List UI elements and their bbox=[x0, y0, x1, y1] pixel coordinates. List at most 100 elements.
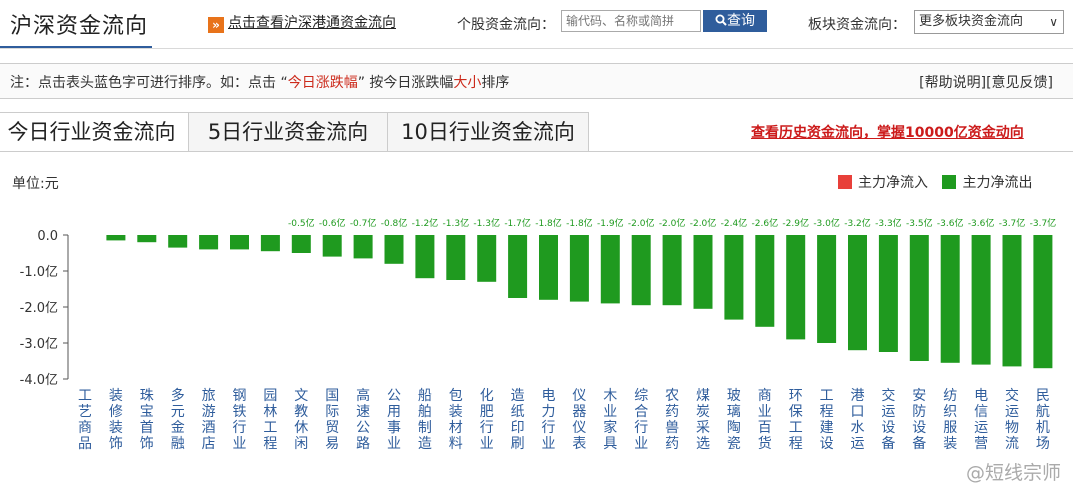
note-suffix: 排序 bbox=[481, 75, 510, 91]
bar bbox=[291, 235, 311, 253]
tab-10day[interactable]: 10日行业资金流向 bbox=[387, 112, 589, 152]
tabs-divider bbox=[0, 151, 1073, 152]
category-char: 木 bbox=[603, 388, 617, 404]
category-char: 陶 bbox=[727, 420, 741, 436]
feedback-link[interactable]: [意见反馈] bbox=[986, 75, 1053, 91]
y-tick-label: -1.0亿 bbox=[20, 265, 58, 280]
category-char: 器 bbox=[572, 404, 586, 420]
bar bbox=[230, 235, 249, 250]
x-category-label: 玻璃陶瓷 bbox=[727, 388, 741, 452]
title-underline bbox=[0, 46, 152, 49]
query-button[interactable]: 查询 bbox=[703, 10, 767, 32]
category-char: 家 bbox=[603, 419, 617, 436]
bar bbox=[909, 235, 929, 361]
x-category-label: 多元金融 bbox=[171, 387, 185, 452]
x-category-label: 高速公路 bbox=[356, 387, 370, 452]
bar-value-label: -3.2亿 bbox=[844, 217, 871, 229]
bar-value-label: -3.0亿 bbox=[813, 217, 840, 229]
category-char: 流 bbox=[1005, 436, 1019, 452]
stock-search-input[interactable] bbox=[561, 10, 701, 32]
category-char: 机 bbox=[1036, 420, 1050, 436]
category-char: 饰 bbox=[140, 436, 154, 452]
category-char: 纸 bbox=[511, 404, 525, 420]
category-char: 化 bbox=[480, 388, 494, 404]
y-tick-label: -3.0亿 bbox=[20, 337, 58, 352]
x-category-label: 文教休闲 bbox=[294, 388, 308, 452]
bar bbox=[817, 235, 837, 343]
category-char: 修 bbox=[109, 404, 123, 420]
bar-value-label: -3.7亿 bbox=[999, 217, 1026, 229]
query-label: 查询 bbox=[727, 13, 755, 29]
bar bbox=[600, 235, 620, 304]
bar-value-label: -2.6亿 bbox=[752, 217, 779, 229]
bar-value-label: -2.4亿 bbox=[721, 217, 748, 229]
bar-value-label: -2.9亿 bbox=[782, 217, 809, 229]
category-char: 民 bbox=[1036, 388, 1050, 404]
category-char: 业 bbox=[758, 404, 772, 420]
legend-inflow: 主力净流入 bbox=[838, 175, 928, 191]
bar bbox=[260, 235, 280, 252]
sector-select-value: 更多板块资金流向 bbox=[919, 14, 1024, 29]
bar bbox=[662, 235, 682, 306]
note-highlight: 今日涨跌幅 bbox=[287, 75, 358, 91]
category-char: 金 bbox=[171, 420, 185, 436]
y-tick-label: 0.0 bbox=[37, 229, 58, 244]
category-char: 工 bbox=[820, 388, 834, 404]
help-link[interactable]: [帮助说明] bbox=[919, 75, 987, 91]
stock-flow-label: 个股资金流向： bbox=[457, 17, 555, 33]
category-char: 服 bbox=[943, 420, 957, 436]
x-category-label: 工艺商品 bbox=[78, 388, 92, 452]
category-char: 织 bbox=[943, 404, 957, 420]
category-char: 保 bbox=[789, 404, 803, 420]
bar bbox=[539, 235, 558, 300]
category-char: 行 bbox=[233, 420, 247, 436]
category-char: 行 bbox=[542, 420, 556, 436]
category-char: 休 bbox=[294, 420, 308, 436]
category-char: 商 bbox=[78, 420, 92, 436]
category-char: 程 bbox=[820, 404, 834, 420]
x-category-label: 环保工程 bbox=[789, 388, 803, 452]
category-char: 行 bbox=[480, 420, 494, 436]
category-char: 装 bbox=[109, 420, 123, 436]
category-char: 纺 bbox=[943, 388, 957, 404]
legend-inflow-label: 主力净流入 bbox=[858, 175, 928, 191]
category-char: 业 bbox=[480, 436, 494, 452]
x-category-label: 港口水运 bbox=[851, 388, 865, 452]
category-char: 旅 bbox=[202, 388, 216, 404]
category-char: 备 bbox=[881, 435, 895, 452]
category-char: 易 bbox=[325, 436, 339, 452]
category-char: 舶 bbox=[418, 404, 432, 420]
bar-value-label: -0.6亿 bbox=[319, 217, 346, 229]
category-char: 料 bbox=[449, 436, 463, 452]
category-char: 水 bbox=[851, 420, 865, 436]
bar bbox=[199, 235, 219, 250]
history-flow-link[interactable]: 查看历史资金流向，掌握10000亿资金动向 bbox=[751, 125, 1024, 141]
category-char: 融 bbox=[171, 436, 185, 452]
tab-today[interactable]: 今日行业资金流向 bbox=[0, 112, 189, 152]
category-char: 工 bbox=[78, 388, 92, 404]
category-char: 包 bbox=[449, 388, 463, 404]
category-char: 多 bbox=[171, 387, 185, 404]
category-char: 装 bbox=[943, 436, 957, 452]
sector-select[interactable]: 更多板块资金流向 ∨ bbox=[914, 10, 1064, 34]
hk-connect-link[interactable]: » 点击查看沪深港通资金流向 bbox=[208, 12, 396, 33]
tab-5day[interactable]: 5日行业资金流向 bbox=[188, 112, 388, 152]
bar bbox=[1002, 235, 1022, 367]
x-category-label: 旅游酒店 bbox=[202, 388, 216, 452]
x-category-label: 交运物流 bbox=[1005, 387, 1019, 452]
x-category-label: 木业家具 bbox=[603, 388, 617, 452]
x-category-label: 商业百货 bbox=[758, 388, 772, 452]
bar-value-label: -0.5亿 bbox=[288, 217, 315, 229]
bar-value-label: -1.8亿 bbox=[566, 217, 593, 229]
outflow-swatch bbox=[942, 175, 957, 189]
double-chevron-icon: » bbox=[208, 17, 224, 33]
category-char: 运 bbox=[974, 420, 988, 436]
bar-value-label: -3.3亿 bbox=[875, 217, 902, 229]
note-middle: ” 按今日涨跌幅 bbox=[357, 75, 454, 91]
category-char: 业 bbox=[634, 436, 648, 452]
category-char: 货 bbox=[758, 435, 772, 452]
watermark: @短线宗师 bbox=[965, 462, 1061, 484]
category-char: 饰 bbox=[109, 436, 123, 452]
bar bbox=[631, 235, 651, 306]
category-char: 店 bbox=[202, 436, 216, 452]
